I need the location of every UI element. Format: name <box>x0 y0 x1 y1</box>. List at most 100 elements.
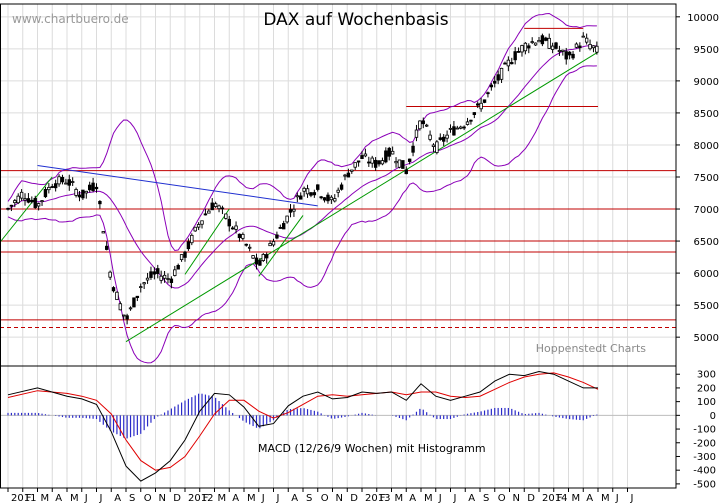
y-tick-label: 9500 <box>694 45 719 56</box>
candle-body <box>329 196 334 201</box>
y-tick-label: 7500 <box>694 173 719 184</box>
candle-body <box>489 84 494 88</box>
macd-tick-label: -400 <box>693 466 716 477</box>
bollinger-middle-band <box>7 45 597 289</box>
candle-body <box>557 50 562 52</box>
candle-body <box>125 315 129 320</box>
candle-body <box>336 189 340 193</box>
x-tick-label: A <box>409 493 416 503</box>
candle-body <box>404 169 408 175</box>
candle-body <box>540 35 545 45</box>
trend-line <box>37 164 318 207</box>
candle-body <box>288 209 293 213</box>
candle-body <box>503 62 507 65</box>
candle-body <box>581 35 585 38</box>
y-tick-label: 6500 <box>694 237 719 248</box>
candle-body <box>278 227 283 229</box>
candle-body <box>217 205 221 210</box>
candle-body <box>142 282 146 285</box>
x-tick-label: F <box>203 493 209 503</box>
candle-body <box>530 41 534 43</box>
candle-body <box>387 147 391 157</box>
candle-body <box>179 254 184 261</box>
macd-tick-label: -500 <box>693 479 716 490</box>
x-tick-label: 2011 <box>11 493 36 503</box>
x-tick-label: O <box>498 493 506 503</box>
candle-body <box>428 134 432 140</box>
x-tick-label: F <box>557 493 563 503</box>
candle-body <box>87 184 92 191</box>
candle-body <box>166 278 170 280</box>
candle-body <box>574 43 579 48</box>
candle-body <box>319 196 323 199</box>
x-tick-label: M <box>70 493 79 503</box>
x-tick-label: M <box>601 493 610 503</box>
x-tick-label: J <box>630 493 634 503</box>
trend-lines <box>0 51 599 343</box>
x-tick-label: O <box>321 493 329 503</box>
candle-body <box>9 204 14 207</box>
candle-body <box>247 246 252 249</box>
y-tick-label: 5000 <box>694 333 719 344</box>
trend-line <box>184 208 230 275</box>
candle-body <box>251 255 255 259</box>
candle-body <box>70 181 75 183</box>
source-label: Hoppenstedt Charts <box>536 342 647 355</box>
candle-body <box>571 53 575 59</box>
macd-tick-label: 300 <box>697 370 716 381</box>
candle-body <box>271 241 276 246</box>
macd-panel-frame <box>0 365 677 489</box>
candle-body <box>186 241 191 250</box>
signal-line <box>7 372 599 471</box>
candle-body <box>295 195 300 198</box>
candle-body <box>564 51 568 60</box>
candle-body <box>101 231 106 234</box>
macd-panel <box>0 370 676 482</box>
candle-body <box>156 268 160 274</box>
candle-body <box>493 80 497 84</box>
candle-body <box>13 200 17 204</box>
candle-body <box>94 186 99 190</box>
candle-body <box>135 295 140 298</box>
candle-body <box>210 202 214 211</box>
candle-body <box>401 160 405 169</box>
x-tick-label: M <box>395 493 404 503</box>
candle-body <box>81 189 85 199</box>
candle-body <box>26 198 31 203</box>
candle-body <box>292 208 296 212</box>
candle-body <box>544 37 548 41</box>
x-tick-label: D <box>350 493 358 503</box>
candle-body <box>139 286 143 288</box>
trend-line <box>125 51 599 343</box>
candle-body <box>145 277 150 281</box>
candle-body <box>220 207 225 210</box>
candle-body <box>346 172 351 178</box>
candle-body <box>441 136 446 142</box>
candle-body <box>496 74 500 81</box>
x-tick-label: F <box>380 493 386 503</box>
x-tick-label: S <box>306 493 312 503</box>
bollinger-lower-band <box>7 65 597 364</box>
candle-body <box>431 144 436 147</box>
x-tick-label: A <box>232 493 239 503</box>
x-tick-label: S <box>483 493 489 503</box>
candle-body <box>506 59 511 67</box>
candle-body <box>196 224 201 228</box>
candle-body <box>499 67 504 80</box>
bollinger-bands <box>7 12 597 364</box>
candle-body <box>414 129 419 138</box>
candle-body <box>40 200 44 202</box>
candle-body <box>64 182 68 185</box>
candle-body <box>377 160 381 165</box>
candle-body <box>30 199 34 203</box>
candle-body <box>183 251 187 258</box>
candle-body <box>452 126 456 136</box>
candle-body <box>523 42 528 52</box>
macd-tick-label: -200 <box>693 438 716 449</box>
candle-body <box>282 223 286 230</box>
candle-body <box>43 189 48 198</box>
y-tick-label: 8500 <box>694 109 719 120</box>
candle-body <box>424 124 429 127</box>
candle-body <box>513 51 517 61</box>
x-tick-label: J <box>615 493 619 503</box>
